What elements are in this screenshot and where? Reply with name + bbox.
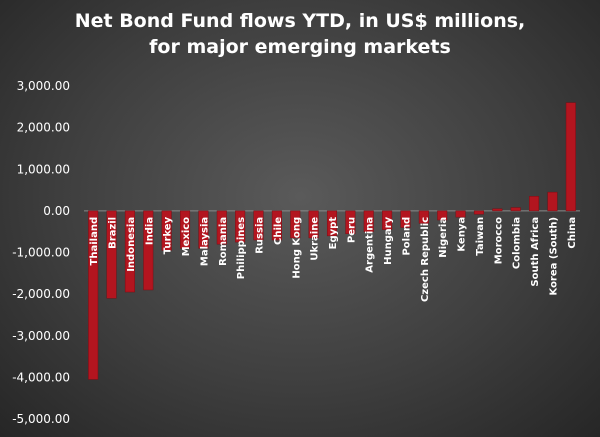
- y-tick-label: 2,000.00: [17, 121, 70, 135]
- x-category-label: Brazil: [108, 217, 119, 249]
- x-category-label: India: [144, 217, 155, 245]
- bar: [161, 210, 172, 251]
- bar: [473, 210, 484, 215]
- x-category-label: Argentina: [365, 217, 376, 273]
- bar: [363, 210, 374, 232]
- bar: [235, 210, 246, 243]
- x-category-label: Chile: [273, 217, 284, 245]
- x-category-label: Morocco: [493, 217, 504, 264]
- bar: [308, 210, 319, 239]
- bar: [418, 210, 429, 224]
- y-tick-label: -4,000.00: [12, 370, 70, 384]
- x-category-label: Malaysia: [199, 217, 210, 266]
- x-category-label: Romania: [218, 217, 229, 266]
- x-category-label: Korea (South): [548, 217, 559, 296]
- bar: [326, 210, 338, 237]
- x-category-label: Turkey: [163, 216, 174, 254]
- bar: [180, 210, 191, 249]
- x-category-label: Kenya: [457, 217, 468, 252]
- chart-title-line-2: for major emerging markets: [149, 36, 451, 58]
- x-category-label: Indonesia: [126, 217, 137, 272]
- bar: [345, 210, 356, 235]
- x-category-label: Czech Republic: [420, 217, 431, 302]
- bar: [437, 210, 448, 221]
- y-tick-label: -2,000.00: [12, 287, 70, 301]
- chart-title: Net Bond Fund flows YTD, in US$ millions…: [0, 8, 600, 60]
- bar: [124, 210, 135, 293]
- x-category-label: Hong Kong: [291, 217, 302, 279]
- bar: [271, 210, 282, 241]
- bar: [565, 102, 576, 212]
- bar: [216, 210, 227, 245]
- y-tick-label: -1,000.00: [12, 246, 70, 260]
- x-category-label: Taiwan: [475, 217, 486, 256]
- x-category-label: Hungary: [383, 216, 394, 264]
- x-category-label: South Africa: [530, 217, 541, 287]
- bar: [400, 210, 411, 228]
- x-category-label: Nigeria: [438, 217, 449, 258]
- chart-title-line-1: Net Bond Fund flows YTD, in US$ millions…: [74, 10, 526, 32]
- bar: [510, 207, 521, 212]
- x-category-label: Thailand: [89, 217, 100, 266]
- y-tick-label: -3,000.00: [12, 329, 70, 343]
- bar: [290, 210, 301, 239]
- x-category-label: Ukraine: [310, 217, 321, 261]
- bar: [547, 191, 558, 212]
- x-category-label: Russia: [255, 217, 266, 254]
- y-tick-label: 1,000.00: [17, 162, 70, 176]
- y-tick-label: 3,000.00: [17, 79, 70, 93]
- y-tick-label: -5,000.00: [12, 412, 70, 426]
- bar: [106, 210, 117, 299]
- bar: [455, 210, 466, 218]
- bar: [382, 210, 393, 230]
- bar: [143, 210, 154, 291]
- x-category-label: Mexico: [181, 217, 192, 257]
- bar: [253, 210, 264, 241]
- x-category-label: Poland: [401, 217, 412, 256]
- x-category-label: Colombia: [512, 217, 523, 269]
- x-category-label: Egypt: [328, 217, 339, 250]
- x-category-label: Philippines: [236, 217, 247, 279]
- x-category-label: Peru: [346, 217, 357, 243]
- bar: [492, 208, 503, 212]
- bar: [88, 210, 99, 380]
- bar: [198, 210, 209, 249]
- bar: [529, 196, 540, 212]
- x-category-label: China: [567, 217, 578, 249]
- y-tick-label: 0.00: [43, 204, 70, 218]
